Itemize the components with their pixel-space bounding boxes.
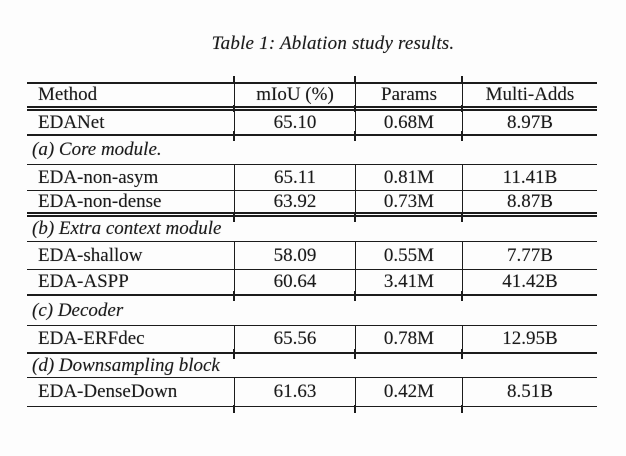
table-bottom-edge (27, 405, 597, 415)
cell-params: 0.42M (355, 378, 462, 406)
column-header-miou: mIoU (%) (234, 84, 355, 106)
cell-method: EDA-non-dense (38, 191, 162, 212)
cell-miou: 65.56 (234, 326, 355, 352)
rule-tick (354, 405, 356, 413)
table-row: EDANet 65.10 0.68M 8.97B (27, 105, 597, 136)
cell-multi-adds: 8.97B (462, 111, 597, 134)
table-row: EDA-non-asym 65.11 0.81M 11.41B (27, 165, 597, 191)
rule-tick (461, 76, 463, 84)
cell-multi-adds: 12.95B (462, 326, 597, 352)
rule-tick (461, 131, 463, 141)
cell-miou: 63.92 (234, 191, 355, 212)
rule-tick (461, 349, 463, 359)
table-row: EDA-ASPP 60.64 3.41M 41.42B (27, 270, 597, 296)
column-header-params: Params (355, 84, 462, 106)
rule-tick (354, 76, 356, 84)
table-row: EDA-shallow 58.09 0.55M 7.77B (27, 242, 597, 270)
cell-multi-adds: 8.87B (462, 191, 597, 212)
rule-tick (233, 291, 235, 301)
cell-method: EDA-shallow (38, 244, 143, 266)
table-row: EDA-non-dense 63.92 0.73M 8.87B (27, 191, 597, 217)
section-label: (d) Downsampling block (32, 354, 220, 376)
cell-params: 0.78M (355, 326, 462, 352)
section-label: (a) Core module. (32, 139, 162, 160)
rule-tick (354, 349, 356, 359)
section-label: (c) Decoder (32, 299, 124, 321)
cell-multi-adds: 11.41B (462, 165, 597, 190)
rule-tick (354, 291, 356, 301)
rule-tick (233, 405, 235, 413)
cell-miou: 65.10 (234, 111, 355, 134)
rule-tick (354, 212, 356, 222)
rule-tick (461, 291, 463, 301)
section-row: (a) Core module. (27, 131, 597, 165)
header-row: Method mIoU (%) Params Multi-Adds (27, 76, 597, 111)
cell-method: EDA-ASPP (38, 271, 129, 292)
cell-multi-adds: 8.51B (462, 378, 597, 406)
rule-tick (233, 105, 235, 112)
cell-method: EDANet (38, 111, 105, 133)
rule-tick (354, 131, 356, 141)
cell-multi-adds: 41.42B (462, 270, 597, 294)
rule-tick (233, 76, 235, 84)
rule-tick (461, 405, 463, 413)
cell-miou: 58.09 (234, 242, 355, 269)
section-label: (b) Extra context module (32, 218, 222, 239)
rule-tick (461, 212, 463, 222)
cell-params: 0.81M (355, 165, 462, 190)
table-row: EDA-DenseDown 61.63 0.42M 8.51B (27, 378, 597, 407)
table-row: EDA-ERFdec 65.56 0.78M 12.95B (27, 326, 597, 354)
cell-params: 0.68M (355, 111, 462, 134)
cell-miou: 65.11 (234, 165, 355, 190)
column-header-multi-adds: Multi-Adds (462, 84, 597, 106)
cell-method: EDA-DenseDown (38, 381, 178, 402)
ablation-results-table: Method mIoU (%) Params Multi-Adds EDANet… (27, 76, 597, 415)
rule-tick (233, 131, 235, 141)
section-row: (b) Extra context module (27, 212, 597, 242)
cell-params: 0.55M (355, 242, 462, 269)
cell-params: 3.41M (355, 270, 462, 294)
section-row: (d) Downsampling block (27, 349, 597, 378)
rule-tick (233, 212, 235, 222)
table-caption: Table 1: Ablation study results. (211, 33, 455, 54)
cell-multi-adds: 7.77B (462, 242, 597, 269)
rule-tick (233, 349, 235, 359)
rule-tick (354, 105, 356, 112)
cell-params: 0.73M (355, 191, 462, 212)
cell-method: EDA-non-asym (38, 166, 159, 188)
rule-tick (461, 105, 463, 112)
cell-method: EDA-ERFdec (38, 328, 145, 349)
cell-miou: 60.64 (234, 270, 355, 294)
section-row: (c) Decoder (27, 291, 597, 326)
cell-miou: 61.63 (234, 378, 355, 406)
column-header-method: Method (38, 84, 98, 105)
